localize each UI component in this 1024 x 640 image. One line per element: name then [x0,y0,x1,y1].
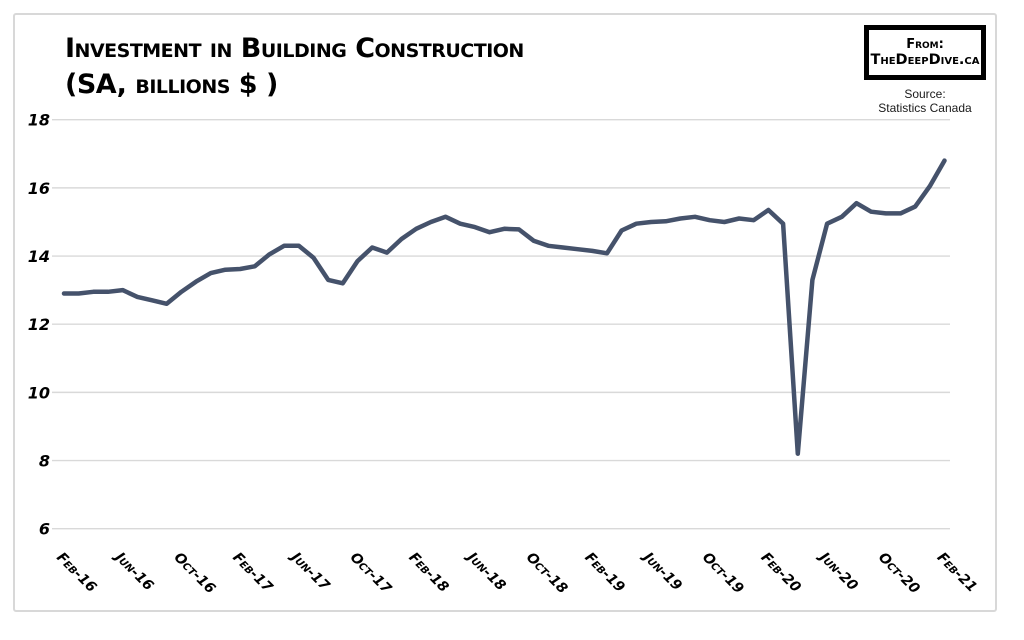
source-attribution: Source: Statistics Canada [860,87,990,115]
x-tick-label: Jun-16 [110,547,157,594]
x-tick-label: Feb-20 [758,550,804,596]
source-name: Statistics Canada [878,101,972,115]
x-tick-label: Jun-20 [814,547,861,594]
chart-frame: 6 8 10 12 14 16 18 Feb-16 Jun-16 Oct-16 Feb-17 Jun-… [13,13,997,612]
series-line [61,158,947,456]
x-tick-label: Jun-19 [638,547,685,594]
x-tick-label: Oct-18 [523,550,571,598]
x-tick-label: Oct-17 [347,550,395,598]
x-tick-label: Jun-18 [462,547,509,594]
y-tick-label: 10 [28,383,50,402]
badge-site-name: TheDeepDive.ca [870,51,980,68]
x-tick-label: Jun-17 [286,547,333,594]
y-tick-label: 16 [28,179,50,198]
source-label: Source: [904,87,946,101]
chart-title-line2: (SA, billions $ ) [65,69,278,100]
x-tick-label: Feb-16 [53,550,99,596]
x-tick-label: Oct-20 [875,550,923,598]
y-tick-label: 18 [28,111,50,130]
x-tick-label: Oct-19 [699,550,747,598]
x-tick-label: Feb-18 [405,550,451,596]
y-tick-label: 14 [28,247,50,266]
y-tick-label: 6 [39,520,50,539]
x-tick-label: Feb-21 [934,550,980,596]
x-tick-label: Feb-17 [229,550,275,596]
badge-from-label: From: [906,36,944,52]
y-tick-label: 12 [28,315,50,334]
y-tick-label: 8 [39,452,50,471]
chart-title: Investment in Building Construction (SA,… [65,31,524,103]
x-tick-label: Feb-19 [581,550,627,596]
chart-title-line1: Investment in Building Construction [65,33,524,64]
x-tick-label: Oct-16 [171,550,219,598]
source-badge: From: TheDeepDive.ca [864,25,986,80]
